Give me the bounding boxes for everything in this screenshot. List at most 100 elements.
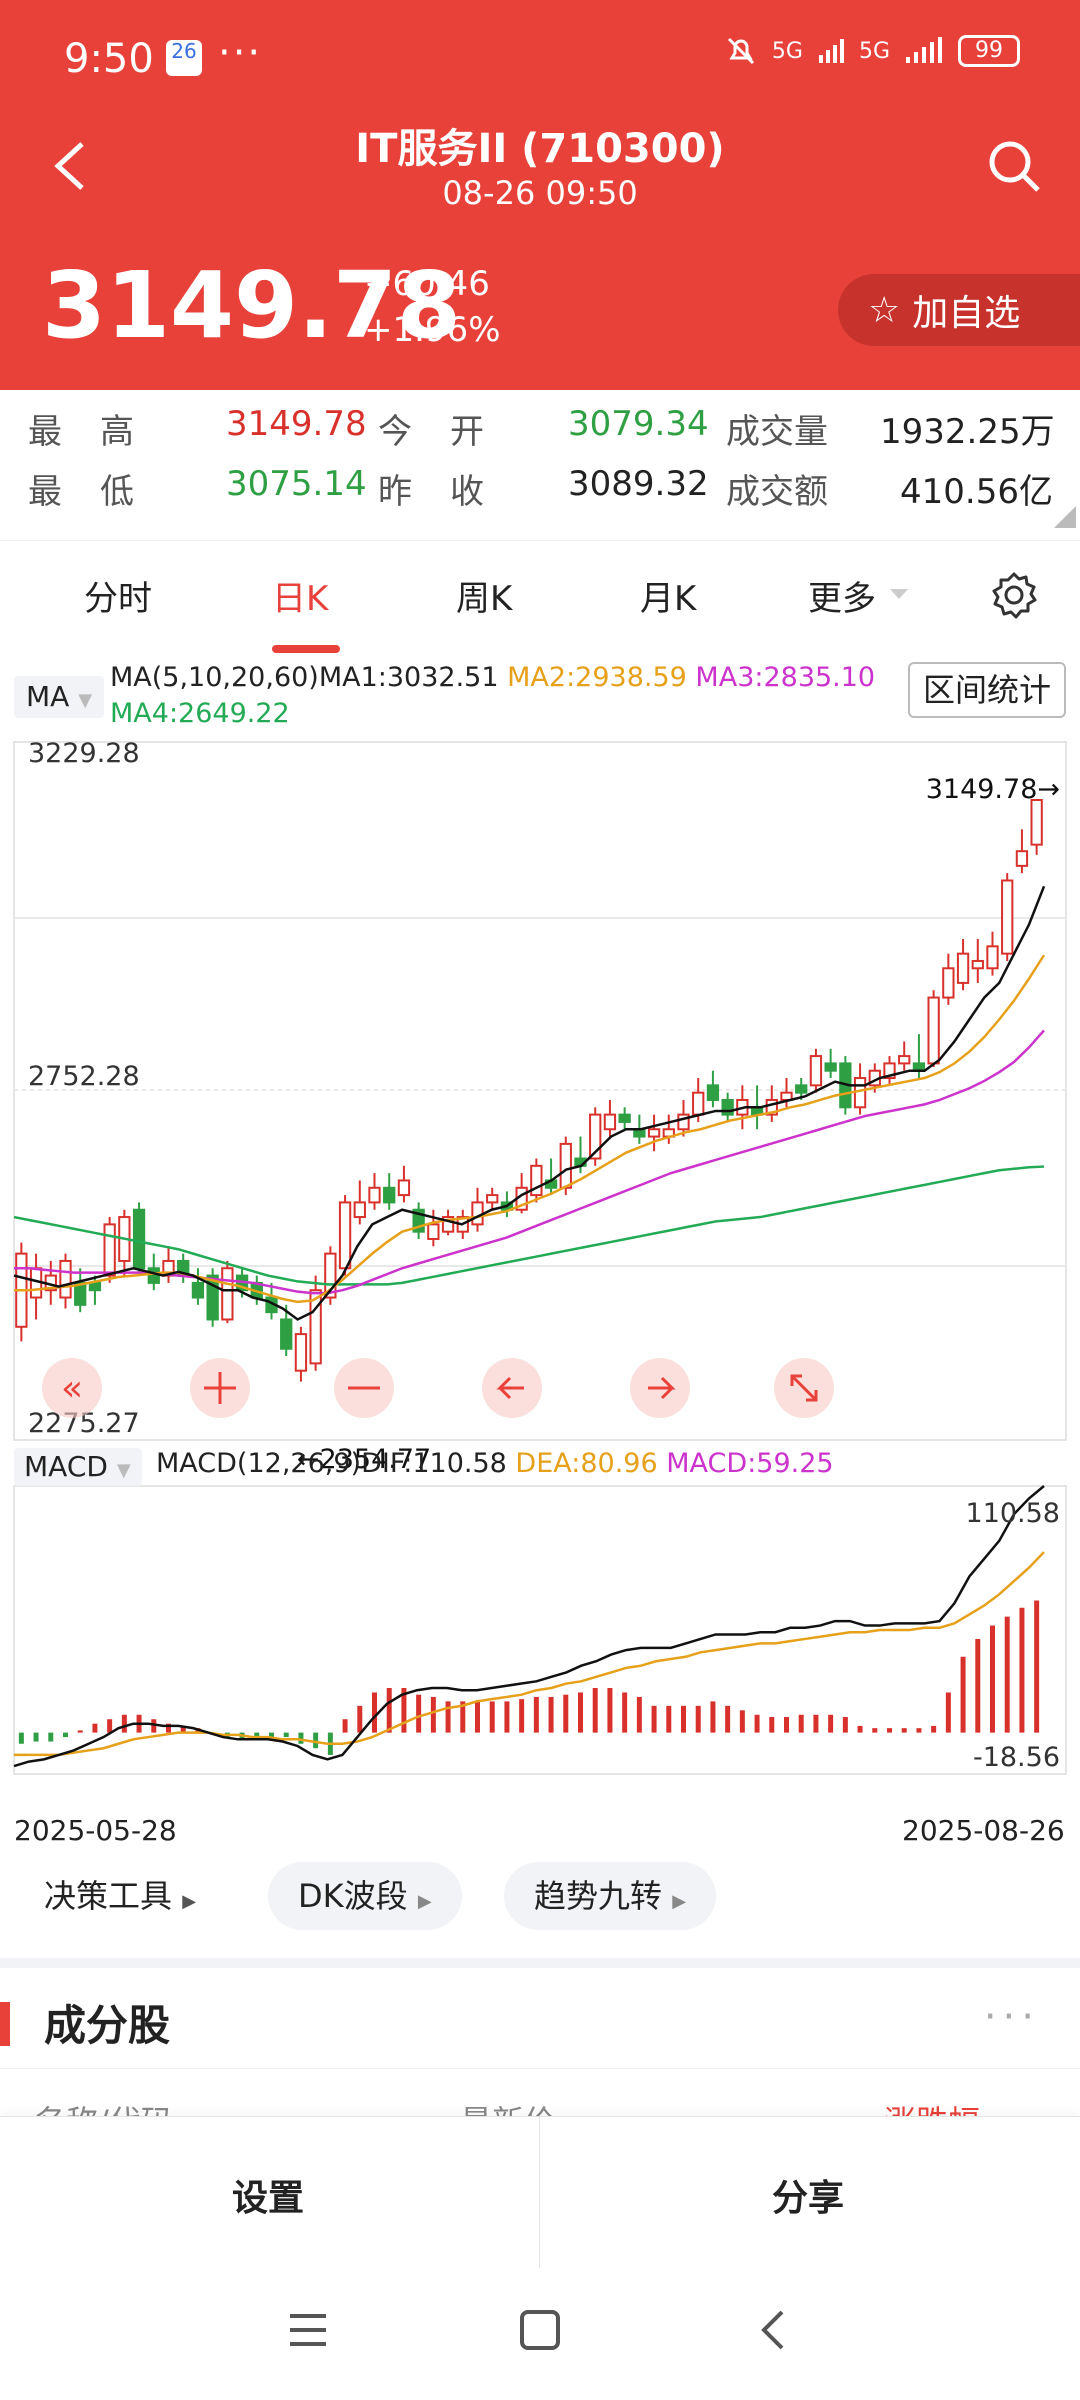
ma2-value: MA2:2938.59 bbox=[507, 662, 687, 693]
macd-frame bbox=[13, 1485, 1067, 1775]
candle-body bbox=[338, 1201, 352, 1270]
dk-band-label: DK波段 bbox=[298, 1877, 408, 1915]
candle-body bbox=[986, 945, 999, 970]
triangle-right-icon: ▶ bbox=[672, 1891, 687, 1912]
current-price: 3149.78 bbox=[42, 252, 462, 359]
dk-band-button[interactable]: DK波段 ▶ bbox=[268, 1862, 462, 1930]
chevron-down-icon bbox=[890, 589, 908, 599]
back-arrow-icon[interactable] bbox=[42, 136, 102, 196]
value-high: 3149.78 bbox=[226, 404, 367, 444]
search-icon[interactable] bbox=[984, 136, 1044, 196]
tab-more[interactable]: 更多 bbox=[808, 579, 876, 619]
candle-body bbox=[221, 1267, 234, 1321]
candle-body bbox=[883, 1062, 896, 1080]
zoom-in-button[interactable] bbox=[190, 1358, 250, 1418]
candle-body bbox=[809, 1055, 823, 1087]
candle-body bbox=[647, 1128, 661, 1138]
label-high-2: 高 bbox=[100, 412, 134, 452]
zoom-out-button[interactable] bbox=[334, 1358, 394, 1418]
settings-button[interactable]: 设置 bbox=[232, 2178, 305, 2219]
trend-nine-button[interactable]: 趋势九转 ▶ bbox=[504, 1862, 717, 1930]
tab-monthly-k[interactable]: 月K bbox=[640, 579, 697, 619]
menu-icon[interactable] bbox=[286, 2308, 330, 2352]
home-icon[interactable] bbox=[518, 2308, 562, 2352]
battery-icon: 99 bbox=[958, 35, 1020, 67]
candle-body bbox=[971, 959, 984, 970]
ma-select-label: MA bbox=[26, 680, 70, 713]
decision-tools-button[interactable]: 决策工具 ▶ bbox=[44, 1862, 196, 1936]
label-low-1: 最 bbox=[28, 472, 62, 512]
candle-body bbox=[677, 1113, 690, 1131]
arrow-left-button[interactable] bbox=[482, 1358, 542, 1418]
stats-row-high: 最 高 3149.78 今 开 3079.34 成交量 1932.25万 bbox=[0, 404, 1080, 464]
period-tabs: 分时 日K 周K 月K 更多 bbox=[0, 540, 1080, 660]
price-change: +60.46 bbox=[364, 264, 490, 304]
y-max-label: 3229.28 bbox=[28, 738, 140, 769]
label-open-2: 开 bbox=[450, 412, 484, 452]
macd-legend: MACD(12,26,9)DIF:110.58 DEA:80.96 MACD:5… bbox=[156, 1448, 834, 1479]
ma-legend-line2: MA4:2649.22 bbox=[110, 698, 290, 729]
candle-body bbox=[692, 1091, 705, 1116]
arrow-right-button[interactable] bbox=[630, 1358, 690, 1418]
page-title: IT服务II (710300) bbox=[355, 126, 725, 172]
candle-body bbox=[603, 1113, 617, 1131]
label-open-1: 今 bbox=[378, 412, 412, 452]
candle-body bbox=[1001, 879, 1014, 955]
candle-body bbox=[824, 1062, 837, 1072]
tab-weekly-k[interactable]: 周K bbox=[456, 579, 513, 619]
share-button[interactable]: 分享 bbox=[772, 2178, 845, 2219]
bottom-actions: 设置 分享 bbox=[0, 2116, 1080, 2269]
candle-body bbox=[59, 1259, 72, 1299]
col-price[interactable]: 最新价 bbox=[460, 2097, 556, 2120]
trend-nine-label: 趋势九转 bbox=[534, 1877, 663, 1915]
tab-daily-k[interactable]: 日K bbox=[272, 579, 329, 619]
max-price-label: 3149.78→ bbox=[926, 774, 1060, 805]
macd-max-label: 110.58 bbox=[966, 1498, 1060, 1529]
range-stats-button[interactable]: 区间统计 bbox=[908, 662, 1066, 718]
end-date: 2025-08-26 bbox=[902, 1814, 1065, 1847]
candle-body bbox=[88, 1281, 102, 1292]
candle-body bbox=[1030, 799, 1043, 846]
macd-value: MACD:59.25 bbox=[666, 1448, 834, 1479]
macd-params: MACD(12,26,9) bbox=[156, 1448, 362, 1479]
more-icon[interactable]: ··· bbox=[983, 1994, 1040, 2040]
expand-corner-icon[interactable] bbox=[1054, 506, 1076, 528]
macd-select[interactable]: MACD ▼ bbox=[14, 1448, 142, 1486]
label-prevclose-2: 收 bbox=[450, 472, 484, 512]
candle-body bbox=[427, 1223, 440, 1240]
macd-min-label: -18.56 bbox=[973, 1742, 1060, 1773]
chevron-down-icon: ▼ bbox=[78, 690, 93, 711]
rewind-button[interactable]: « bbox=[42, 1358, 102, 1418]
signal-bars-icon bbox=[818, 39, 844, 63]
ma4-value: MA4:2649.22 bbox=[110, 698, 290, 729]
ma-select[interactable]: MA ▼ bbox=[14, 676, 104, 718]
candle-body bbox=[927, 996, 940, 1065]
candle-body bbox=[74, 1281, 87, 1306]
candle-body bbox=[280, 1318, 293, 1350]
constituents-section: 成分股 ··· bbox=[0, 1958, 1080, 2066]
col-change[interactable]: 涨跌幅 bbox=[884, 2097, 980, 2120]
candle-body bbox=[486, 1194, 499, 1204]
triangle-right-icon: ▶ bbox=[417, 1891, 432, 1912]
gear-icon[interactable] bbox=[990, 571, 1038, 619]
label-turnover: 成交额 bbox=[726, 472, 828, 512]
add-watchlist-button[interactable]: ☆ 加自选 bbox=[838, 274, 1080, 346]
candle-body bbox=[471, 1201, 484, 1226]
ma-legend-line1: MA(5,10,20,60)MA1:3032.51 MA2:2938.59 MA… bbox=[110, 662, 875, 693]
page-subtitle: 08-26 09:50 bbox=[442, 174, 638, 212]
status-icons: 5G 5G 99 bbox=[724, 34, 1020, 68]
ma4-line bbox=[13, 1165, 1045, 1286]
candle-body bbox=[294, 1333, 308, 1372]
chart-controls: « bbox=[42, 1358, 834, 1418]
kline-frame bbox=[13, 741, 1067, 1441]
candle-body bbox=[589, 1113, 602, 1160]
candle-body bbox=[324, 1252, 337, 1299]
ma3-value: MA3:2835.10 bbox=[695, 662, 876, 693]
calendar-icon: 26 bbox=[166, 40, 202, 76]
back-icon[interactable] bbox=[752, 2308, 796, 2352]
fullscreen-button[interactable] bbox=[774, 1358, 834, 1418]
value-low: 3075.14 bbox=[226, 464, 367, 504]
tab-intraday[interactable]: 分时 bbox=[84, 579, 152, 619]
col-name[interactable]: 名称/代码 bbox=[34, 2097, 173, 2120]
